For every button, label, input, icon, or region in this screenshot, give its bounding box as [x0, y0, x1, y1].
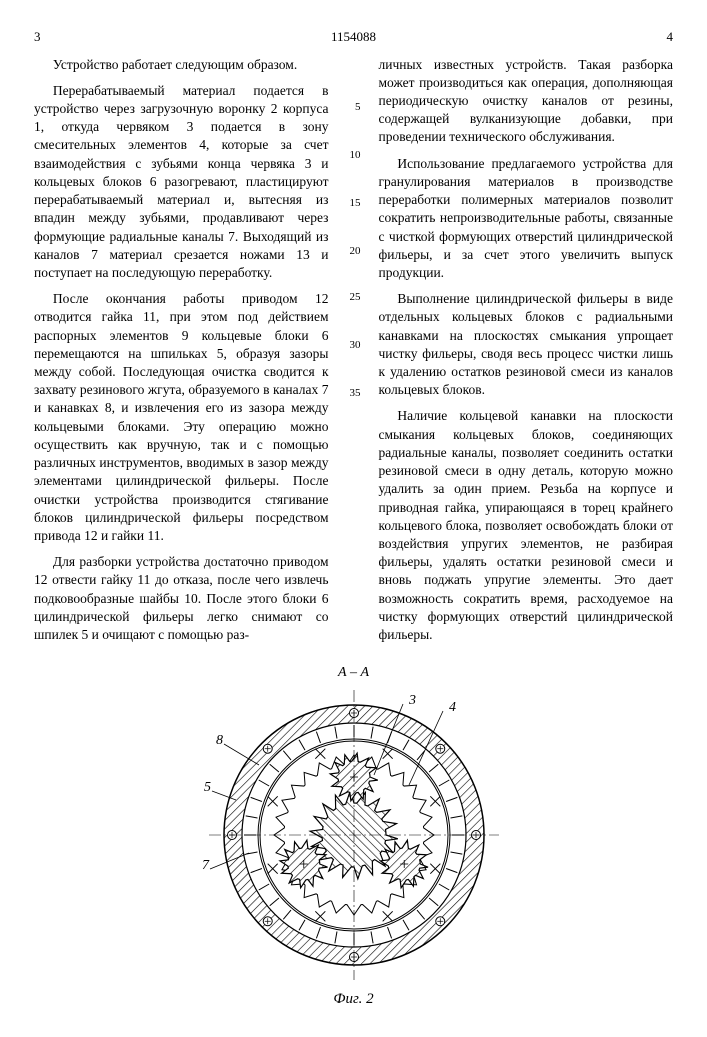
paragraph: личных известных устройств. Такая разбор…: [379, 56, 674, 147]
svg-text:4: 4: [449, 700, 456, 715]
paragraph: Для разборки устройства достаточно приво…: [34, 553, 329, 644]
line-number: 25: [350, 290, 361, 305]
right-column: личных известных устройств. Такая разбор…: [379, 56, 674, 653]
svg-text:3: 3: [408, 693, 416, 708]
figure-diagram: 3 4 5 7 8: [189, 685, 519, 985]
svg-text:5: 5: [204, 780, 211, 795]
svg-text:8: 8: [216, 733, 223, 748]
document-number: 1154088: [331, 28, 376, 46]
left-column: Устройство работает следующим образом. П…: [34, 56, 329, 653]
line-number: 35: [350, 386, 361, 401]
paragraph: Перерабатываемый материал подается в уст…: [34, 82, 329, 282]
paragraph: Устройство работает следующим образом.: [34, 56, 329, 74]
line-number: 10: [350, 148, 361, 163]
page-number-left: 3: [34, 28, 41, 46]
section-label: А – А: [34, 664, 673, 683]
figure-2: А – А 3 4 5 7 8 Фиг. 2: [34, 664, 673, 1009]
svg-text:7: 7: [202, 858, 210, 873]
text-columns: Устройство работает следующим образом. П…: [34, 56, 673, 653]
line-number: 20: [350, 244, 361, 259]
page-header: 3 1154088 4: [34, 28, 673, 46]
page-number-right: 4: [667, 28, 674, 46]
line-numbers-gutter: 5 10 15 20 25 30 35: [347, 56, 361, 653]
line-number: 30: [350, 338, 361, 353]
paragraph: Наличие кольцевой канавки на плоскости с…: [379, 407, 674, 644]
figure-caption: Фиг. 2: [34, 989, 673, 1009]
paragraph: После окончания работы приводом 12 отвод…: [34, 290, 329, 545]
paragraph: Выполнение цилиндрической фильеры в виде…: [379, 290, 674, 399]
paragraph: Использование предлагаемого устройства д…: [379, 155, 674, 283]
line-number: 5: [355, 100, 361, 115]
line-number: 15: [350, 196, 361, 211]
